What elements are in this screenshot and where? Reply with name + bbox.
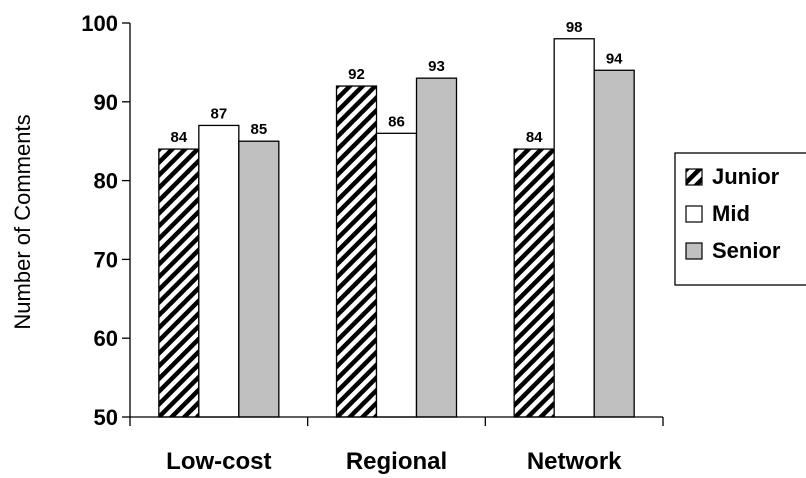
y-tick-label: 70	[94, 247, 118, 272]
data-label: 93	[428, 58, 445, 75]
y-tick-label: 100	[81, 11, 118, 36]
y-axis-ticks: 50 60 70 80 90 100	[81, 11, 130, 430]
bars	[158, 38, 635, 418]
category-labels: Low-cost Regional Network	[166, 448, 622, 475]
legend-label-senior: Senior	[712, 238, 781, 263]
y-tick-label: 80	[94, 169, 118, 194]
bar-senior-regional	[415, 77, 458, 418]
data-label: 86	[388, 113, 405, 130]
legend-swatch-mid	[685, 205, 703, 223]
y-tick-label: 60	[94, 326, 118, 351]
bar-senior-low-cost	[238, 140, 280, 418]
bar-mid-regional	[375, 132, 418, 418]
data-label: 92	[348, 66, 365, 83]
legend-label-mid: Mid	[712, 201, 750, 226]
data-labels: 84 87 85 92 86 93 84 98 94	[170, 19, 623, 146]
x-axis-ticks	[129, 417, 664, 426]
data-label: 85	[250, 121, 267, 138]
legend-label-junior: Junior	[712, 164, 780, 189]
data-label: 94	[606, 50, 623, 67]
category-label: Regional	[346, 448, 447, 475]
bar-senior-network	[593, 69, 635, 418]
legend-swatch-senior	[685, 242, 703, 260]
bar-mid-network	[553, 38, 595, 418]
data-label: 98	[566, 19, 583, 36]
bar-junior-low-cost	[158, 148, 200, 418]
legend: Junior Mid Senior	[674, 152, 806, 286]
y-tick-label: 90	[94, 90, 118, 115]
y-tick-label: 50	[94, 405, 118, 430]
bar-mid-low-cost	[198, 124, 240, 418]
legend-swatch-junior	[685, 168, 703, 186]
category-label: Low-cost	[166, 448, 271, 475]
bar-junior-regional	[335, 85, 378, 418]
data-label: 87	[210, 105, 227, 122]
y-axis-title: Number of Comments	[10, 114, 35, 329]
category-label: Network	[527, 448, 622, 475]
data-label: 84	[170, 129, 187, 146]
bar-junior-network	[513, 148, 555, 418]
data-label: 84	[526, 129, 543, 146]
